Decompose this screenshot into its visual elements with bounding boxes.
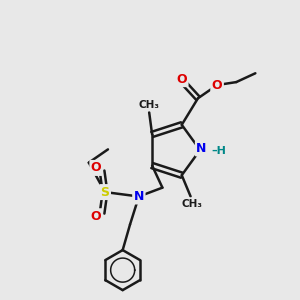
Text: CH₃: CH₃ — [139, 100, 160, 110]
Text: O: O — [91, 161, 101, 174]
Text: O: O — [176, 73, 187, 86]
Text: N: N — [196, 142, 207, 155]
Text: CH₃: CH₃ — [182, 199, 203, 209]
Text: O: O — [91, 210, 101, 223]
Text: O: O — [212, 79, 222, 92]
Text: –H: –H — [211, 146, 226, 157]
Text: N: N — [134, 190, 144, 203]
Text: S: S — [100, 186, 109, 199]
